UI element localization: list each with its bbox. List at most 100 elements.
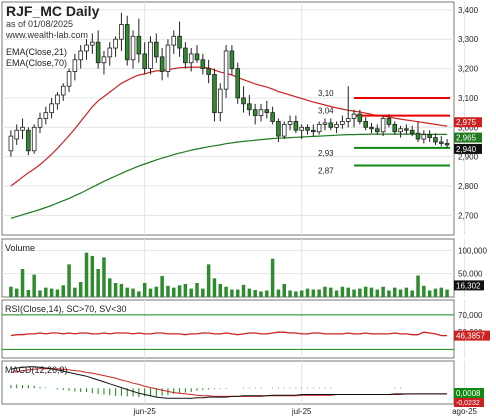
as-of-date: as of 01/08/2025 [6,19,73,29]
candle-up [55,94,60,105]
volume-bar [148,288,153,297]
candle-up [14,129,20,140]
candle-up [351,113,357,119]
volume-bar [84,252,89,297]
candle-up [171,35,177,46]
candle-up [316,123,322,133]
candle-down [177,35,182,49]
volume-bar [142,283,147,297]
candle-up [281,123,287,137]
candle-down [305,126,310,131]
candle-down [276,121,281,137]
level-label: 3,10 [318,89,334,98]
candle-up [188,53,194,64]
volume-bar [67,264,71,297]
volume-bar [73,287,77,297]
candle-up [31,126,37,152]
rsi-title: RSI(Close,14), SC>70, SV<30 [5,304,127,314]
volume-bar [125,287,129,297]
volume-bar [166,285,170,297]
volume-bar [90,255,95,297]
candle-down [404,128,409,131]
candle-down [212,74,217,114]
candle-down [183,47,188,64]
volume-tick-label: 50,000 [458,270,483,279]
price-tick-label: 3,200 [458,65,479,74]
volume-bar [61,285,65,297]
volume-bar [393,287,397,297]
price-tick-label: 3,300 [458,35,479,44]
candle-down [154,41,159,58]
candle-down [159,56,165,72]
candle-up [101,56,107,64]
volume-title: Volume [5,243,35,253]
x-tick-label: ago-25 [452,407,477,416]
volume-bar [38,290,42,297]
price-tick-label: 3,400 [458,6,479,15]
candle-down [26,129,31,152]
ema21-legend: EMA(Close,21) [6,47,67,57]
candle-up [421,134,427,140]
rsi-last-bg [454,330,490,341]
macd-line [10,366,448,399]
volume-bar [201,288,205,297]
volume-bar [375,289,380,297]
candle-down [415,132,421,140]
volume-last-bg [454,280,484,291]
candle-down [293,121,299,131]
volume-bar [137,291,141,297]
chart-title: RJF_MC Daily [6,3,100,19]
volume-bar [439,287,444,297]
price-tick-label: 2,800 [458,182,479,191]
rsi-tick-label: 70,000 [458,311,483,320]
ema70-legend: EMA(Close,70) [6,58,67,68]
candle-down [95,41,101,64]
ema70-value-badge-bg [454,132,482,143]
candle-up [322,122,328,125]
volume-bar [108,278,112,297]
macd-last2-label: -0,0232 [456,400,480,407]
volume-bar [433,288,438,297]
volume-bar [427,290,432,297]
candle-down [142,53,147,69]
volume-bar [329,287,333,297]
volume-bar [363,286,368,297]
ema70-line [10,133,448,219]
volume-bar [340,286,345,297]
volume-bar [224,286,228,297]
candle-down [357,113,363,122]
volume-bar [131,288,135,297]
candle-up [20,126,25,131]
candle-up [90,41,95,46]
volume-bar [381,286,385,297]
rsi-last-label: 46,3857 [456,332,485,341]
candle-up [107,47,113,58]
candle-down [270,112,275,122]
candle-up [37,118,43,128]
macd-panel [1,360,455,405]
volume-bar [154,286,159,297]
candle-up [113,38,118,49]
candle-up [340,121,345,125]
candle-up [258,109,264,116]
candle-down [438,141,444,144]
price-tick-label: 2,700 [458,211,479,220]
x-tick-label: jul-25 [291,407,312,416]
volume-bar [189,288,193,297]
candle-up [66,71,72,87]
volume-tick-label: 100,000 [458,246,487,255]
ema21-value-badge: 2,975 [456,118,477,127]
rsi-line [10,331,448,337]
volume-bar [358,288,362,297]
candle-up [78,50,83,61]
volume-bar [352,289,356,297]
x-tick-label: jun-25 [133,407,157,416]
volume-bar [235,289,240,297]
candle-up [84,44,89,52]
volume-bar [26,290,31,297]
volume-bar [218,283,223,297]
ema70-value-badge: 2,965 [456,134,477,143]
price-tick-label: 3,000 [458,123,479,132]
candle-up [119,24,124,40]
